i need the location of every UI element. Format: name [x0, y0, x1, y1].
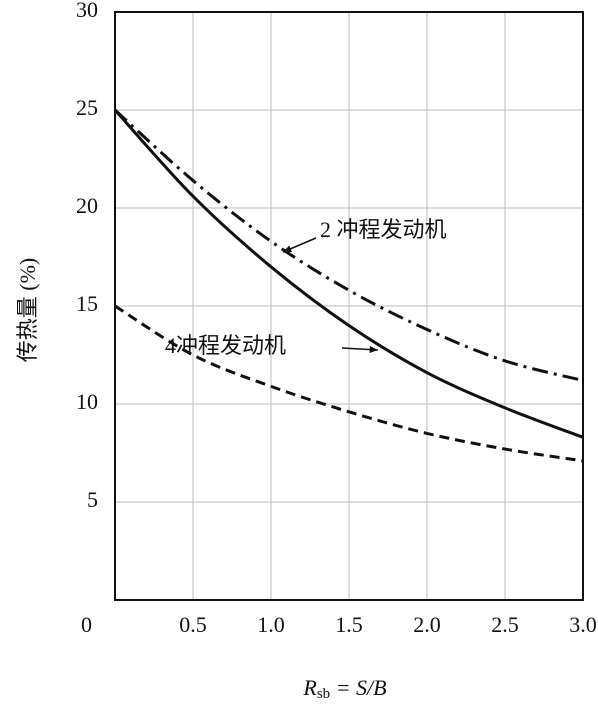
y-tick-label: 25 [76, 95, 98, 120]
x-label-subscript: sb [317, 686, 330, 702]
x-tick-label: 1.0 [257, 612, 285, 637]
x-axis-label: Rsb = S/B [302, 675, 386, 702]
series-line [113, 108, 584, 439]
arrow-head [283, 245, 292, 252]
y-axis-label: 传热量 (%) [15, 258, 40, 362]
series-annotation: 2 冲程发动机 [320, 217, 447, 242]
y-tick-label: 20 [76, 193, 98, 218]
series-line [113, 108, 584, 382]
series-annotation: 4冲程发动机 [165, 333, 286, 358]
x-tick-label: 0.5 [179, 612, 207, 637]
y-tick-label: 5 [87, 487, 98, 512]
x-tick-label: 3.0 [569, 612, 597, 637]
x-tick-label: 1.5 [335, 612, 363, 637]
y-tick-label: 10 [76, 389, 98, 414]
y-tick-label: 15 [76, 291, 98, 316]
series-line [114, 304, 584, 463]
x-tick-label: 2.5 [491, 612, 519, 637]
y-tick-label: 30 [76, 0, 98, 22]
x-label-rest: = S/B [330, 675, 386, 700]
arrow-head [369, 346, 378, 354]
y-tick-label: 0 [81, 612, 92, 637]
x-label-symbol: R [302, 675, 317, 700]
x-tick-label: 2.0 [413, 612, 441, 637]
